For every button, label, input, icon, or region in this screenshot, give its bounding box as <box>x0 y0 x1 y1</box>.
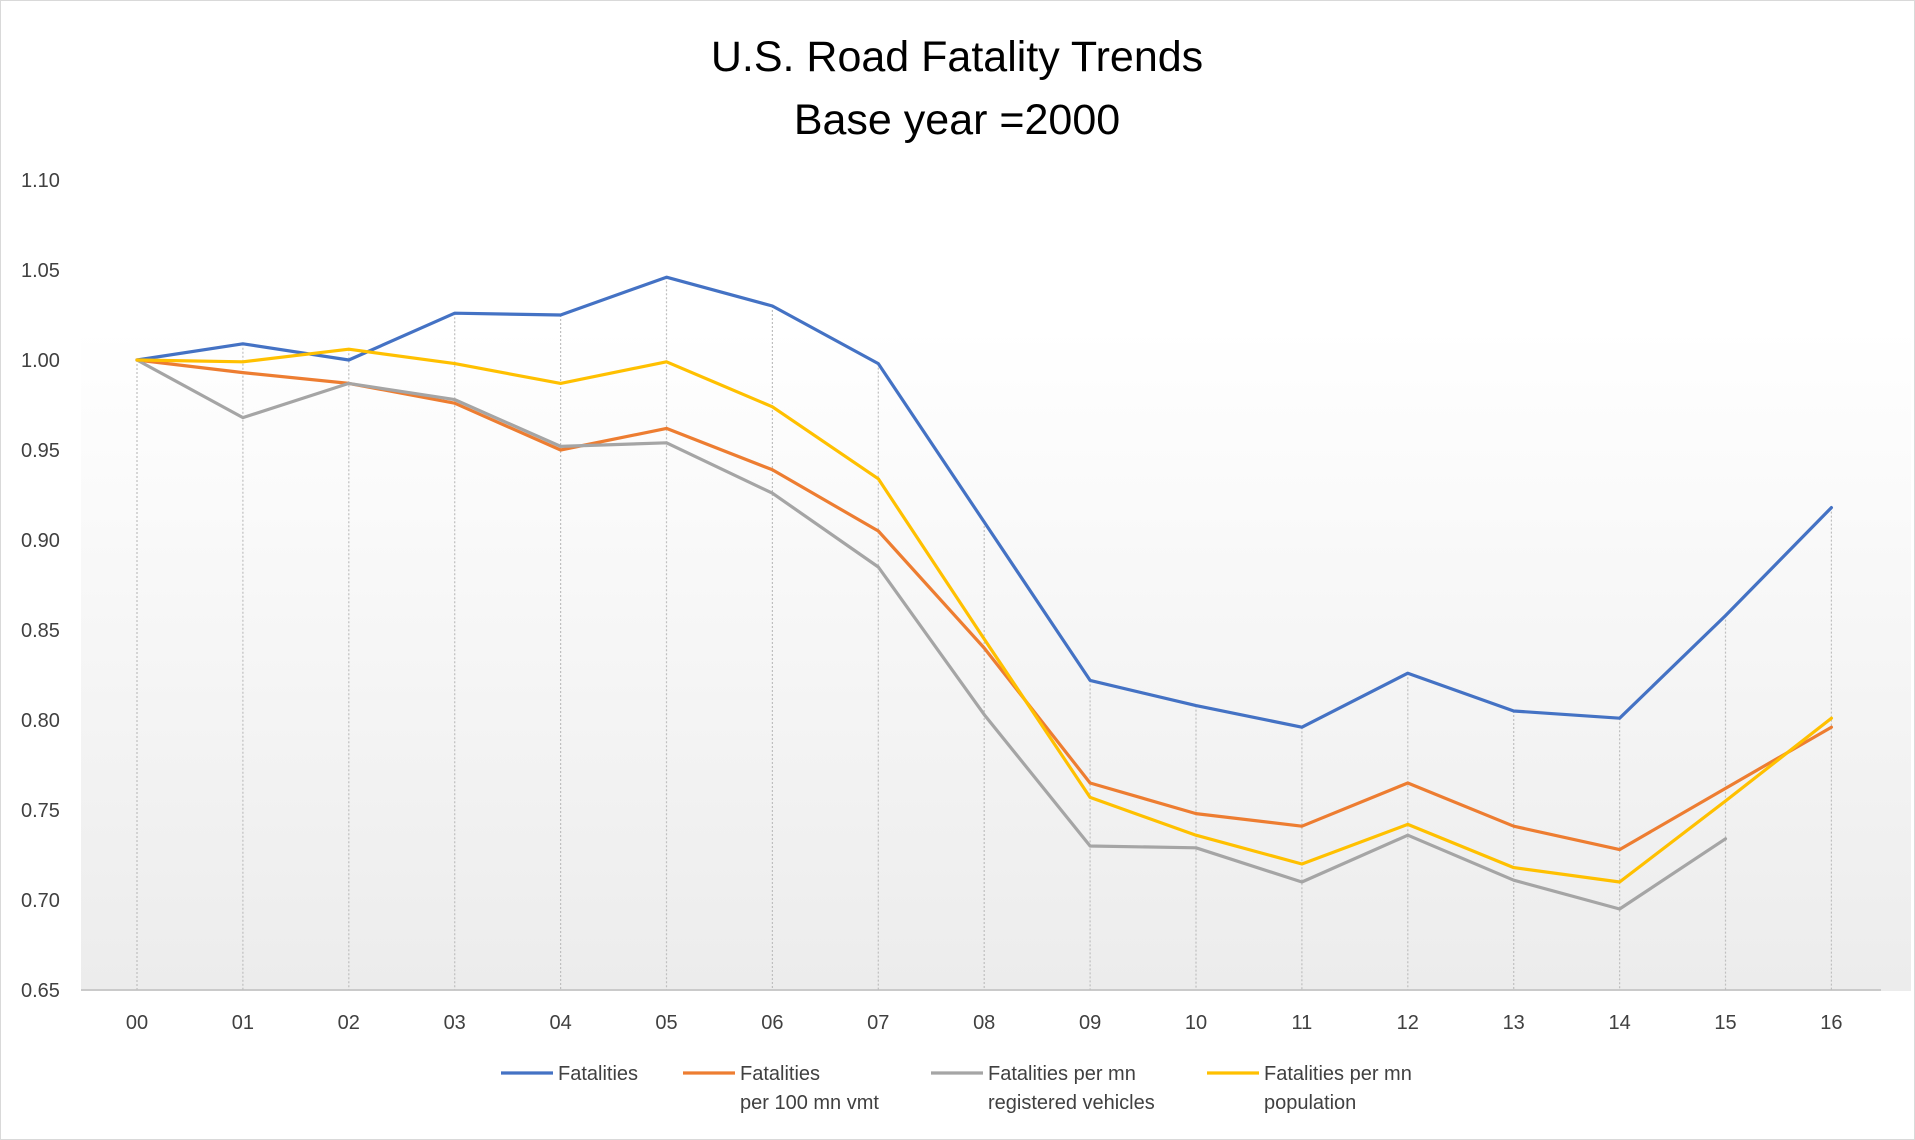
series-lines <box>135 275 1834 911</box>
legend-label: population <box>1264 1092 1356 1114</box>
y-tick-label: 1.00 <box>21 350 60 372</box>
x-tick-label: 15 <box>1714 1012 1736 1034</box>
x-tick-label: 12 <box>1397 1012 1419 1034</box>
y-tick-label: 1.10 <box>21 170 60 192</box>
gridlines <box>136 277 1833 990</box>
x-tick-label: 06 <box>761 1012 783 1034</box>
y-tick-label: 1.05 <box>21 260 60 282</box>
legend-label: Fatalities per mn <box>1264 1063 1412 1085</box>
y-tick-label: 0.65 <box>21 980 60 1002</box>
chart-title: U.S. Road Fatality Trends <box>711 33 1203 81</box>
series-line-3 <box>135 358 1728 911</box>
y-tick-label: 0.80 <box>21 710 60 732</box>
x-tick-label: 16 <box>1820 1012 1842 1034</box>
x-tick-label: 07 <box>867 1012 889 1034</box>
x-tick-label: 03 <box>444 1012 466 1034</box>
chart-subtitle: Base year =2000 <box>794 96 1120 144</box>
series-line-2 <box>135 358 1834 852</box>
y-tick-label: 0.75 <box>21 800 60 822</box>
legend-label: per 100 mn vmt <box>740 1092 879 1114</box>
y-tick-label: 0.70 <box>21 890 60 912</box>
x-tick-label: 14 <box>1608 1012 1630 1034</box>
x-tick-label: 09 <box>1079 1012 1101 1034</box>
x-tick-label: 05 <box>655 1012 677 1034</box>
legend-label: Fatalities per mn <box>988 1063 1136 1085</box>
x-tick-label: 02 <box>338 1012 360 1034</box>
x-axis-labels: 00 01 02 03 04 05 06 07 08 09 10 11 12 13 14 15 16 <box>126 1012 1843 1034</box>
y-tick-label: 0.85 <box>21 620 60 642</box>
x-tick-label: 04 <box>549 1012 571 1034</box>
x-tick-label: 13 <box>1503 1012 1525 1034</box>
x-tick-label: 00 <box>126 1012 148 1034</box>
x-tick-label: 11 <box>1292 1012 1313 1034</box>
x-tick-label: 10 <box>1185 1012 1207 1034</box>
y-tick-label: 0.95 <box>21 440 60 462</box>
legend-label: registered vehicles <box>988 1092 1155 1114</box>
x-tick-label: 08 <box>973 1012 995 1034</box>
legend: Fatalities Fatalities per 100 mn vmt Fatali… <box>501 1063 1412 1114</box>
series-line-4 <box>135 347 1834 884</box>
x-tick-label: 01 <box>232 1012 254 1034</box>
series-line-1 <box>135 275 1834 729</box>
plot-background <box>81 141 1911 991</box>
y-tick-label: 0.90 <box>21 530 60 552</box>
legend-label: Fatalities <box>740 1063 820 1085</box>
y-axis: 1.10 1.05 1.00 0.95 0.90 0.85 0.80 0.75 0.70 0.65 <box>21 170 60 1002</box>
legend-label: Fatalities <box>558 1063 638 1085</box>
